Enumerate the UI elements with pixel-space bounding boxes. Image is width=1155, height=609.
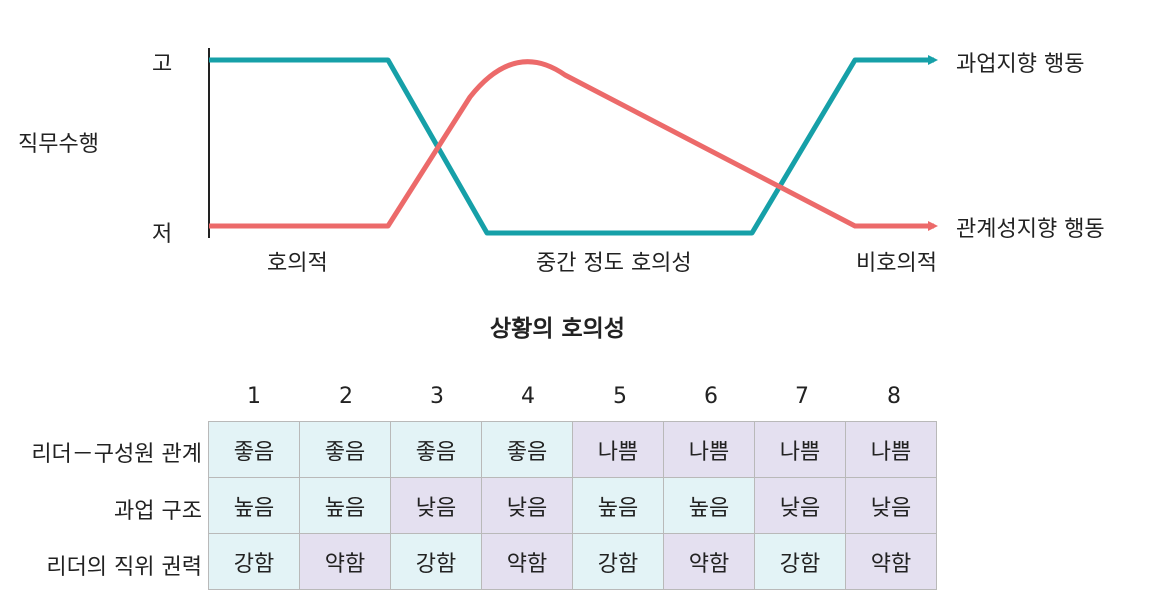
situation-table: 좋음 좋음 좋음 좋음 나쁨 나쁨 나쁨 나쁨 높음 높음 낮음 낮음 높음 높… (208, 421, 937, 590)
row-label-task-structure: 과업 구조 (114, 499, 202, 524)
relationship-oriented-line (209, 59, 938, 231)
table-cell: 높음 (299, 477, 391, 534)
y-high-label: 고 (152, 52, 173, 77)
column-number: 5 (613, 384, 627, 409)
table-row: 강함 약함 강함 약함 강함 약함 강함 약함 (208, 533, 937, 590)
y-axis-label: 직무수행 (18, 132, 99, 157)
table-cell: 낮음 (754, 477, 846, 534)
table-cell: 나쁨 (754, 421, 846, 478)
x-label-favorable: 호의적 (267, 251, 328, 276)
table-cell: 좋음 (299, 421, 391, 478)
table-cell: 낮음 (845, 477, 937, 534)
table-cell: 낮음 (481, 477, 573, 534)
x-label-unfavorable: 비호의적 (856, 251, 937, 276)
column-number: 3 (430, 384, 444, 409)
column-number: 8 (887, 384, 901, 409)
column-number: 6 (704, 384, 718, 409)
table-cell: 약함 (481, 533, 573, 590)
table-cell: 강함 (208, 533, 300, 590)
series-label-relationship: 관계성지향 행동 (956, 217, 1105, 242)
table-row: 높음 높음 낮음 낮음 높음 높음 낮음 낮음 (208, 477, 937, 534)
column-number: 1 (247, 384, 261, 409)
column-number: 2 (339, 384, 353, 409)
x-label-moderate: 중간 정도 호의성 (536, 251, 692, 276)
table-cell: 좋음 (208, 421, 300, 478)
table-cell: 높음 (572, 477, 664, 534)
x-axis-title: 상황의 호의성 (490, 316, 625, 342)
column-number: 7 (795, 384, 809, 409)
table-cell: 나쁨 (845, 421, 937, 478)
table-cell: 강함 (754, 533, 846, 590)
table-cell: 낮음 (390, 477, 482, 534)
table-cell: 강함 (572, 533, 664, 590)
series-label-task: 과업지향 행동 (956, 52, 1085, 77)
task-oriented-line (209, 55, 938, 236)
table-cell: 높음 (663, 477, 755, 534)
table-cell: 약함 (663, 533, 755, 590)
table-cell: 높음 (208, 477, 300, 534)
table-cell: 나쁨 (572, 421, 664, 478)
table-cell: 좋음 (481, 421, 573, 478)
column-number: 4 (521, 384, 535, 409)
y-low-label: 저 (152, 222, 173, 247)
table-cell: 강함 (390, 533, 482, 590)
table-cell: 좋음 (390, 421, 482, 478)
table-row: 좋음 좋음 좋음 좋음 나쁨 나쁨 나쁨 나쁨 (208, 421, 937, 478)
table-cell: 약함 (299, 533, 391, 590)
table-cell: 약함 (845, 533, 937, 590)
row-label-leader-member: 리더－구성원 관계 (31, 442, 202, 467)
table-cell: 나쁨 (663, 421, 755, 478)
row-label-position-power: 리더의 직위 권력 (46, 555, 202, 580)
